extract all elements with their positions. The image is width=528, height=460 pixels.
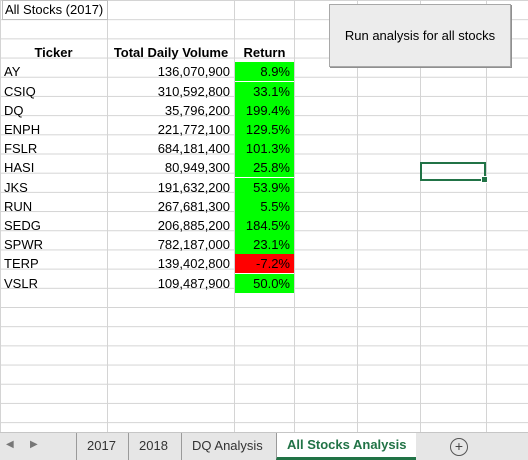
return-cell[interactable]: 129.5% [235,120,294,139]
volume-cell[interactable]: 35,796,200 [164,102,230,118]
return-cell[interactable]: 33.1% [235,81,294,101]
column-divider [486,0,487,432]
return-cell[interactable]: 5.5% [235,196,294,216]
header-ticker[interactable]: Ticker [34,45,73,60]
column-divider [357,0,358,432]
ticker-cell[interactable]: VSLR [4,275,38,291]
volume-cell[interactable]: 206,885,200 [157,218,230,233]
volume-cell[interactable]: 310,592,800 [157,83,230,99]
ticker-cell[interactable]: JKS [4,179,28,195]
ticker-cell[interactable]: TERP [4,256,39,272]
volume-cell[interactable]: 139,402,800 [157,256,230,272]
volume-cell[interactable]: 684,181,400 [157,141,230,157]
column-divider [294,0,295,432]
tab-2018[interactable]: 2018 [128,433,178,460]
volume-cell[interactable]: 136,070,900 [157,64,230,80]
header-return[interactable]: Return [243,45,286,60]
ticker-cell[interactable]: SPWR [4,237,43,253]
selected-cell[interactable] [420,162,488,183]
return-cell[interactable]: 50.0% [235,273,294,293]
triangle-left-icon[interactable]: ◀ [6,439,14,450]
return-cell[interactable]: 25.8% [235,158,294,178]
sheet-tab-bar: ◀ ▶ 2017 2018 DQ Analysis All Stocks Ana… [0,432,528,460]
return-cell[interactable]: 23.1% [235,235,294,255]
volume-cell[interactable]: 109,487,900 [157,275,230,291]
return-cell[interactable]: 101.3% [235,139,294,159]
volume-cell[interactable]: 267,681,300 [157,198,230,214]
return-cell[interactable]: -7.2% [235,254,294,274]
ticker-cell[interactable]: FSLR [4,141,38,157]
ticker-cell[interactable]: CSIQ [4,83,36,99]
header-total-daily-volume[interactable]: Total Daily Volume [113,45,229,60]
run-analysis-button[interactable]: Run analysis for all stocks [329,4,511,67]
tab-all-stocks-analysis[interactable]: All Stocks Analysis [276,433,417,460]
return-cell[interactable]: 184.5% [235,216,294,235]
column-divider [107,0,108,432]
tab-dq-analysis[interactable]: DQ Analysis [181,433,273,460]
volume-cell[interactable]: 191,632,200 [157,179,230,195]
sheet-title-cell[interactable]: All Stocks (2017) [2,0,109,20]
plus-circle-icon[interactable]: + [450,438,468,456]
ticker-cell[interactable]: DQ [4,102,24,118]
ticker-cell[interactable]: SEDG [4,218,41,233]
column-divider [420,0,421,432]
ticker-cell[interactable]: AY [4,64,21,80]
column-divider [234,0,235,432]
return-cell[interactable]: 8.9% [235,62,294,82]
worksheet-grid[interactable]: All Stocks (2017) Ticker Total Daily Vol… [0,0,528,432]
triangle-right-icon[interactable]: ▶ [30,439,38,450]
return-cell[interactable]: 53.9% [235,177,294,197]
volume-cell[interactable]: 80,949,300 [164,160,230,176]
ticker-cell[interactable]: RUN [4,198,33,214]
ticker-cell[interactable]: HASI [4,160,35,176]
return-cell[interactable]: 199.4% [235,100,294,120]
ticker-cell[interactable]: ENPH [4,122,41,137]
volume-cell[interactable]: 782,187,000 [157,237,230,253]
volume-cell[interactable]: 221,772,100 [157,122,230,137]
tab-2017[interactable]: 2017 [76,433,126,460]
